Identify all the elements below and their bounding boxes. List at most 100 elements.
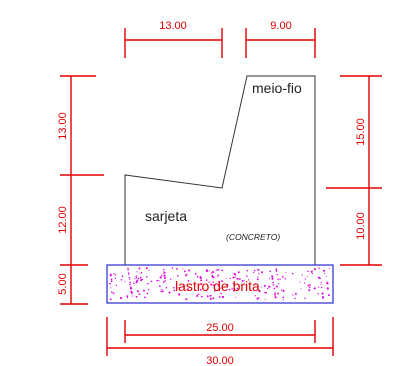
ballast-speck [140, 272, 143, 274]
ballast-speck [124, 280, 126, 282]
ballast-speck [233, 289, 235, 292]
ballast-speck [282, 276, 284, 278]
ballast-speck [160, 275, 163, 277]
ballast-speck [317, 276, 320, 279]
ballast-speck [205, 269, 208, 272]
ballast-speck [138, 293, 141, 295]
ballast-speck [321, 292, 324, 295]
ballast-speck [269, 270, 271, 273]
ballast-speck [130, 286, 132, 288]
label-lastro: lastro de brita [175, 278, 260, 294]
ballast-speck [135, 275, 137, 277]
dim-top-right: 9.00 [270, 20, 291, 32]
ballast-speck [129, 283, 131, 285]
ballast-speck [218, 296, 221, 298]
ballast-speck [248, 279, 250, 281]
ballast-speck [144, 296, 146, 299]
dim-left-middle: 12.00 [57, 206, 69, 234]
ballast-speck [115, 284, 118, 286]
ballast-speck [256, 297, 259, 300]
ballast-speck [320, 281, 322, 283]
ballast-speck [322, 269, 325, 272]
ballast-speck [244, 284, 246, 286]
ballast-speck [216, 276, 218, 278]
dim-top-left: 13.00 [159, 20, 187, 32]
ballast-speck [212, 297, 215, 300]
ballast-speck [243, 279, 245, 281]
ballast-speck [256, 278, 259, 281]
ballast-speck [113, 273, 115, 275]
ballast-speck [161, 290, 164, 292]
ballast-speck [254, 295, 256, 297]
ballast-speck [126, 295, 129, 297]
ballast-speck [140, 279, 143, 282]
ballast-speck [221, 280, 224, 283]
ballast-speck [187, 280, 190, 282]
ballast-speck [127, 272, 130, 274]
ballast-speck [275, 270, 278, 272]
ballast-speck [163, 276, 166, 280]
ballast-speck [182, 268, 184, 270]
ballast-speck [291, 272, 294, 275]
ballast-speck [164, 280, 166, 282]
ballast-speck [231, 288, 233, 290]
ballast-speck [234, 276, 236, 278]
ballast-speck [194, 273, 197, 275]
ballast-speck [264, 291, 267, 294]
ballast-speck [119, 297, 123, 300]
ballast-speck [282, 299, 284, 301]
ballast-speck [279, 278, 281, 281]
ballast-speck [128, 274, 130, 276]
ballast-speck [182, 284, 185, 287]
ballast-speck [128, 277, 131, 279]
ballast-speck [284, 278, 287, 280]
ballast-speck [313, 287, 316, 290]
ballast-speck [264, 298, 266, 300]
ballast-speck [258, 297, 260, 299]
ballast-speck [208, 270, 210, 272]
ballast-speck [258, 272, 260, 275]
ballast-speck [292, 294, 294, 296]
ballast-speck [257, 268, 260, 271]
ballast-speck [162, 268, 165, 271]
ballast-speck [211, 272, 213, 274]
ballast-speck [115, 274, 117, 276]
dim-left-upper: 13.00 [57, 112, 69, 140]
ballast-speck [199, 288, 202, 291]
ballast-speck [275, 285, 278, 288]
ballast-speck [131, 295, 133, 297]
ballast-speck [186, 284, 188, 286]
ballast-speck [168, 291, 171, 294]
ballast-speck [232, 282, 234, 285]
ballast-speck [237, 271, 240, 274]
ballast-speck [164, 272, 166, 274]
ballast-speck [254, 283, 256, 285]
ballast-speck [130, 290, 133, 293]
ballast-speck [187, 288, 189, 290]
ballast-speck [212, 281, 214, 283]
ballast-speck [146, 276, 148, 278]
ballast-speck [212, 284, 215, 287]
ballast-speck [294, 297, 296, 300]
ballast-speck [163, 274, 166, 277]
dim-bottom [106, 317, 334, 356]
ballast-speck [252, 271, 255, 274]
ballast-speck [246, 275, 248, 277]
ballast-speck [268, 277, 271, 279]
ballast-speck [311, 272, 314, 275]
ballast-speck [277, 278, 279, 280]
ballast-speck [282, 296, 285, 299]
ballast-speck [253, 283, 255, 286]
ballast-speck [137, 277, 140, 280]
ballast-speck [272, 281, 274, 284]
ballast-speck [184, 274, 187, 277]
ballast-speck [162, 281, 165, 284]
ballast-speck [200, 282, 203, 285]
ballast-speck [176, 268, 178, 270]
ballast-speck [148, 269, 150, 271]
ballast-speck [110, 280, 113, 283]
ballast-speck [285, 271, 287, 273]
ballast-speck [114, 277, 117, 280]
ballast-speck [326, 282, 329, 285]
